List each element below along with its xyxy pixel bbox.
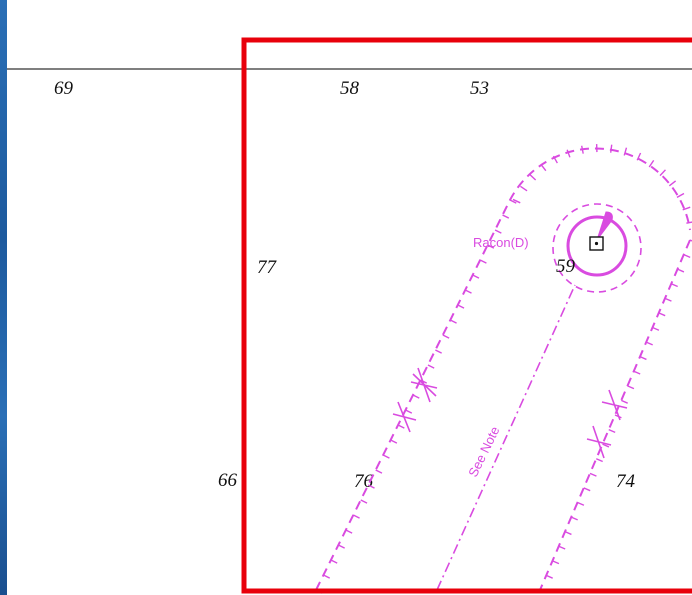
- limit-tick: [509, 199, 517, 204]
- limit-tick: [502, 214, 510, 219]
- limit-tick: [352, 514, 360, 519]
- limit-tick: [367, 484, 375, 489]
- limit-tick: [645, 341, 653, 346]
- limit-tick: [330, 559, 338, 564]
- limit-tick: [494, 229, 502, 234]
- sounding-69: 69: [54, 78, 74, 99]
- limit-tick: [595, 458, 603, 463]
- racon-label: Racon(D): [473, 235, 529, 250]
- window-left-edge: [0, 0, 7, 595]
- limit-tick: [375, 469, 383, 474]
- limit-tick: [610, 144, 613, 153]
- sounding-53: 53: [470, 78, 489, 99]
- limit-tick: [412, 394, 420, 399]
- sounding-74: 74: [616, 471, 636, 492]
- limit-tick: [589, 472, 597, 477]
- limit-tick: [512, 198, 521, 204]
- limit-tick: [558, 545, 566, 550]
- limit-tick: [487, 244, 495, 249]
- limit-tick: [620, 399, 628, 404]
- limit-tick: [397, 424, 405, 429]
- limit-tick: [670, 283, 678, 288]
- channel-centerline: [436, 284, 576, 591]
- highlight-box: [241, 37, 692, 594]
- limit-tick: [472, 274, 480, 279]
- limit-tick: [580, 145, 584, 154]
- sounding-77: 77: [257, 257, 278, 278]
- limit-tick: [639, 356, 647, 361]
- limit-tick: [566, 149, 571, 158]
- limit-tick: [323, 574, 331, 579]
- limit-tick: [442, 334, 450, 339]
- square-dot-icon: [589, 236, 604, 251]
- limit-tick: [457, 304, 465, 309]
- limit-tick: [602, 443, 610, 448]
- limit-tick: [608, 428, 616, 433]
- limit-tick: [529, 174, 537, 181]
- limit-tick: [636, 152, 642, 161]
- limit-tick: [420, 379, 428, 384]
- limit-tick: [464, 289, 472, 294]
- limit-tick: [345, 529, 353, 534]
- limit-tick: [682, 206, 691, 211]
- limit-tick: [382, 454, 390, 459]
- limit-tick: [664, 297, 672, 302]
- limit-tick: [390, 439, 398, 444]
- limit-tick: [623, 147, 628, 156]
- limit-tick: [614, 414, 622, 419]
- limit-tick: [659, 169, 666, 177]
- light-flare-icon: [596, 211, 613, 241]
- sounding-66: 66: [218, 470, 238, 491]
- limit-tick: [435, 349, 442, 354]
- limit-tick: [338, 544, 345, 549]
- sounding-58: 58: [340, 78, 360, 99]
- limit-tick: [570, 516, 578, 521]
- limit-tick: [652, 326, 660, 331]
- limit-tick: [686, 221, 692, 224]
- limit-tick: [552, 560, 560, 565]
- limit-tick: [658, 312, 666, 317]
- limit-tick: [689, 239, 692, 242]
- limit-tick: [676, 192, 685, 198]
- limit-tick: [577, 501, 585, 506]
- limit-tick: [668, 180, 677, 187]
- limit-tick: [449, 319, 457, 324]
- limit-tick: [552, 155, 558, 164]
- limit-tick: [479, 259, 487, 264]
- limit-tick: [405, 409, 413, 414]
- limit-tick: [564, 531, 572, 536]
- limit-tick: [360, 499, 368, 504]
- wreck-icon: [392, 367, 628, 459]
- sounding-76: 76: [354, 471, 374, 492]
- limit-tick: [677, 268, 685, 273]
- buoy-range-ring: [552, 203, 642, 293]
- limit-tick: [520, 185, 528, 192]
- racon-ring: [566, 215, 628, 277]
- limit-tick: [627, 385, 635, 390]
- limit-tick: [633, 370, 641, 375]
- limit-tick: [583, 487, 591, 492]
- limit-tick: [648, 160, 655, 168]
- sounding-59: 59: [556, 256, 576, 277]
- limit-tick: [683, 253, 691, 258]
- limit-tick: [545, 574, 553, 579]
- limit-tick: [540, 163, 547, 172]
- limit-tick: [427, 364, 435, 369]
- see-note-label: See Note: [465, 424, 502, 479]
